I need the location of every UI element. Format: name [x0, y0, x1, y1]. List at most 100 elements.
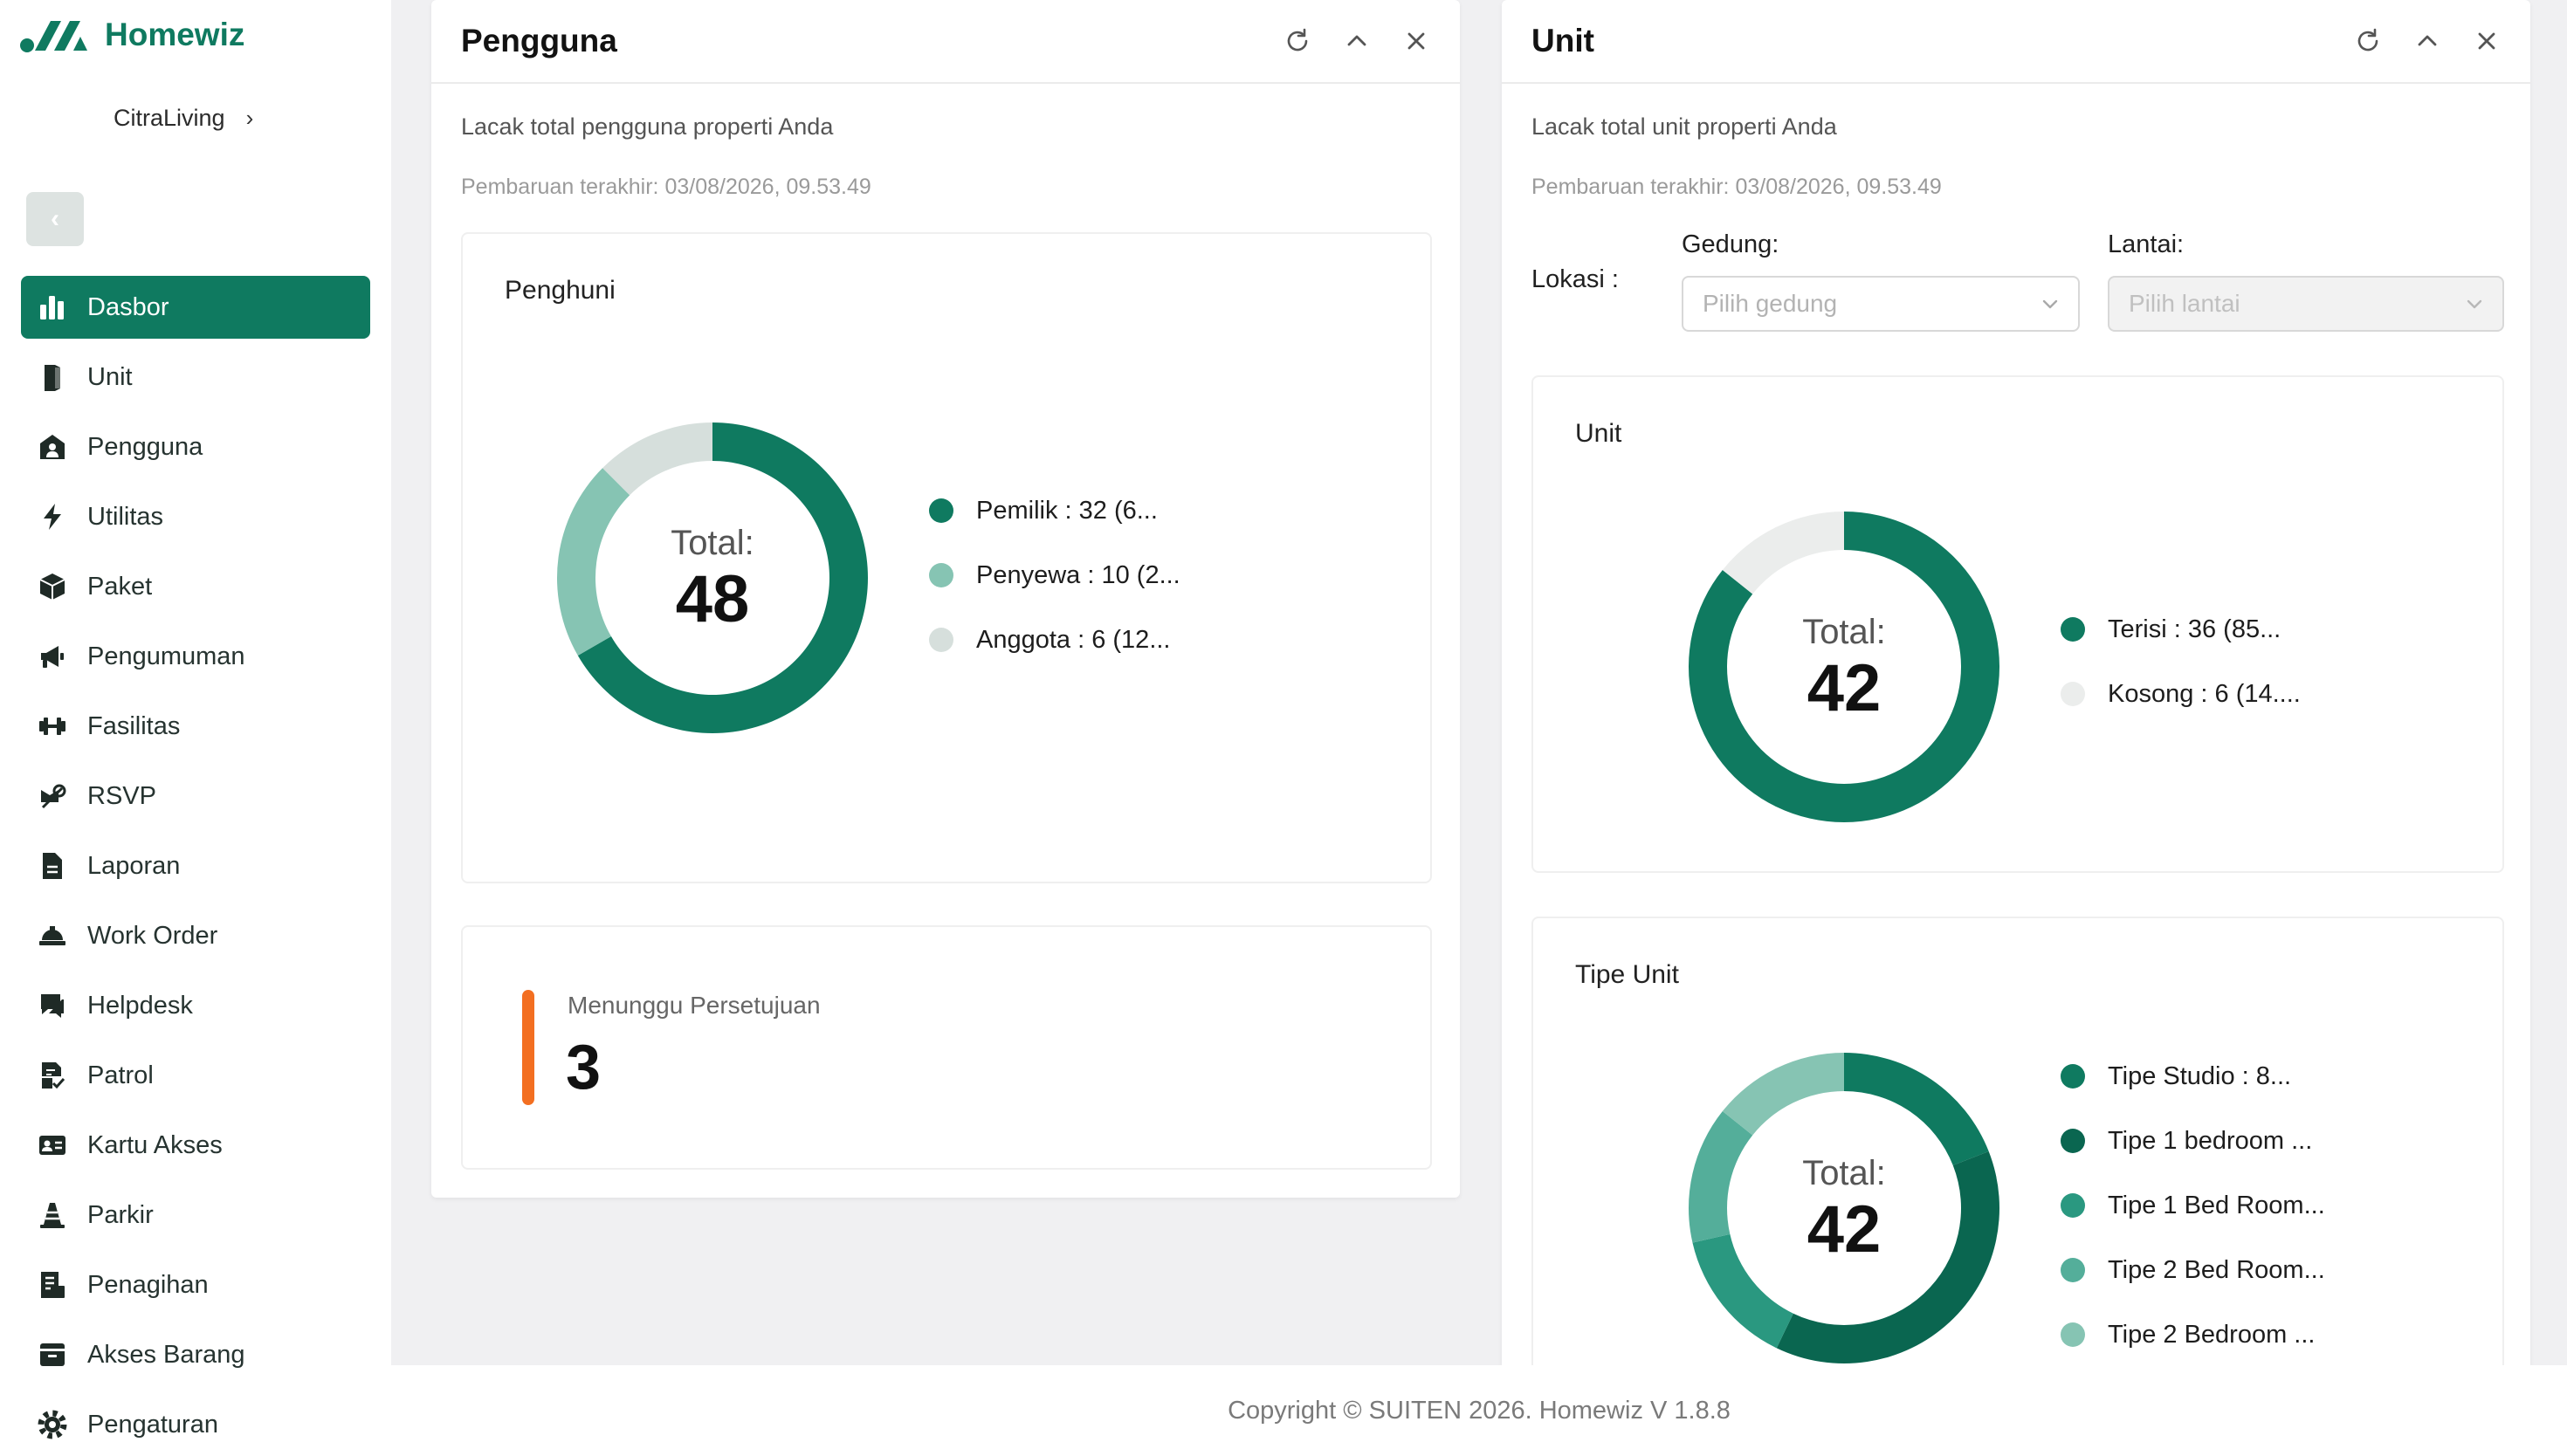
sidebar-item-work-order[interactable]: Work Order [21, 904, 370, 967]
legend-item[interactable]: Penyewa : 10 (2... [929, 543, 1180, 608]
lantai-select[interactable]: Pilih lantai [2108, 276, 2504, 332]
sidebar-item-label: Pengguna [87, 432, 203, 461]
legend-dot [929, 498, 953, 523]
sidebar-item-label: Pengumuman [87, 642, 245, 670]
donut-slice-tipe-studio[interactable] [1844, 1053, 1989, 1166]
chevron-down-icon [2467, 299, 2482, 309]
unit-last-updated: Pembaruan terakhir: 03/08/2026, 09.53.49 [1531, 175, 1942, 199]
copyright-text: Copyright © SUITEN 2026. Homewiz V 1.8.8 [1228, 1396, 1731, 1425]
legend-label: Anggota : 6 (12... [976, 625, 1171, 654]
legend-item[interactable]: Tipe 1 bedroom ... [2061, 1109, 2325, 1173]
lantai-label: Lantai: [2108, 230, 2185, 258]
chevron-up-icon[interactable] [1343, 27, 1371, 55]
legend-item[interactable]: Pemilik : 32 (6... [929, 478, 1180, 543]
unit-total-value: 42 [1807, 650, 1882, 725]
penghuni-total-value: 48 [675, 561, 750, 636]
sidebar-item-utilitas[interactable]: Utilitas [21, 485, 370, 548]
document-icon [35, 848, 70, 883]
close-icon[interactable] [2473, 27, 2501, 55]
tipe-unit-chart-panel: Tipe Unit Total: 42 Tipe Studio : 8... Ti… [1531, 917, 2504, 1440]
pending-approval-panel[interactable]: Menunggu Persetujuan 3 [461, 925, 1432, 1170]
sidebar-item-label: Fasilitas [87, 711, 181, 740]
refresh-icon[interactable] [2354, 27, 2382, 55]
sidebar-item-pengaturan[interactable]: Pengaturan [21, 1393, 370, 1456]
sidebar-item-dasbor[interactable]: Dasbor [21, 276, 370, 339]
sidebar-item-fasilitas[interactable]: Fasilitas [21, 695, 370, 758]
legend-item[interactable]: Tipe 2 Bedroom ... [2061, 1302, 2325, 1367]
logo[interactable]: Homewiz [19, 16, 244, 54]
sidebar-item-patrol[interactable]: Patrol [21, 1044, 370, 1107]
legend-dot [2061, 682, 2085, 706]
pengguna-card: Pengguna Lacak total pengguna properti A… [431, 0, 1460, 1198]
collapse-sidebar-button[interactable]: ‹ [26, 192, 84, 246]
legend-dot [2061, 1129, 2085, 1153]
sidebar-item-unit[interactable]: Unit [21, 346, 370, 409]
sidebar-item-label: Unit [87, 362, 133, 391]
sidebar-item-laporan[interactable]: Laporan [21, 834, 370, 897]
penghuni-donut-svg [557, 422, 868, 733]
legend-label: Tipe 2 Bed Room... [2108, 1255, 2325, 1284]
sidebar-item-label: Helpdesk [87, 991, 193, 1020]
legend-label: Pemilik : 32 (6... [976, 496, 1158, 525]
chevron-down-icon [2042, 299, 2058, 309]
sidebar-item-label: Utilitas [87, 502, 164, 531]
donut-slice-anggota[interactable] [602, 422, 712, 496]
gedung-select-placeholder: Pilih gedung [1703, 290, 1838, 317]
donut-slice-tipe-2-bed-room[interactable] [1689, 1111, 1753, 1243]
chevron-right-icon: › [245, 105, 254, 131]
chat-icon [35, 988, 70, 1023]
sidebar-item-akses-barang[interactable]: Akses Barang [21, 1323, 370, 1386]
penghuni-donut: Total: 48 [555, 421, 870, 735]
legend-label: Tipe 1 Bed Room... [2108, 1191, 2325, 1219]
donut-slice-tipe-1-bed-room[interactable] [1692, 1233, 1793, 1349]
sidebar-item-label: Pengaturan [87, 1410, 218, 1439]
footer: Copyright © SUITEN 2026. Homewiz V 1.8.8 [391, 1365, 2567, 1456]
sidebar-item-label: Parkir [87, 1200, 154, 1229]
donut-slice-penyewa[interactable] [557, 468, 630, 656]
unit-card: Unit Lacak total unit properti Anda Pemb… [1502, 0, 2530, 1440]
door-icon [35, 360, 70, 395]
org-selector[interactable]: CitraLiving › [114, 105, 253, 132]
sidebar-item-pengguna[interactable]: Pengguna [21, 416, 370, 478]
legend-dot [2061, 1258, 2085, 1282]
penghuni-chart-panel: Penghuni Total: 48 Pemilik : 32 (6... Pen… [461, 232, 1432, 883]
sidebar-item-helpdesk[interactable]: Helpdesk [21, 974, 370, 1037]
legend-dot [2061, 1193, 2085, 1218]
tipe-unit-donut: Total: 42 [1687, 1051, 2001, 1365]
legend-item[interactable]: Anggota : 6 (12... [929, 608, 1180, 672]
chevron-up-icon[interactable] [2413, 27, 2441, 55]
unit-chart-title: Unit [1575, 419, 1622, 448]
home-user-icon [35, 429, 70, 464]
sidebar-item-kartu-akses[interactable]: Kartu Akses [21, 1114, 370, 1177]
dumbbell-icon [35, 709, 70, 744]
legend-dot [2061, 1064, 2085, 1089]
sidebar-item-pengumuman[interactable]: Pengumuman [21, 625, 370, 688]
legend-item[interactable]: Tipe Studio : 8... [2061, 1044, 2325, 1109]
tipe-unit-legend: Tipe Studio : 8... Tipe 1 bedroom ... Tipe… [2061, 1044, 2325, 1367]
donut-slice-kosong[interactable] [1722, 512, 1844, 594]
tipe-unit-donut-svg [1689, 1053, 1999, 1363]
legend-label: Tipe 1 bedroom ... [2108, 1126, 2313, 1155]
legend-item[interactable]: Tipe 1 Bed Room... [2061, 1173, 2325, 1238]
rsvp-icon [35, 779, 70, 814]
sidebar-item-penagihan[interactable]: Penagihan [21, 1253, 370, 1316]
sidebar-item-parkir[interactable]: Parkir [21, 1184, 370, 1247]
sidebar-item-rsvp[interactable]: RSVP [21, 765, 370, 828]
close-icon[interactable] [1402, 27, 1430, 55]
gedung-select[interactable]: Pilih gedung [1682, 276, 2080, 332]
legend-dot [2061, 1322, 2085, 1347]
bolt-icon [35, 499, 70, 534]
legend-item[interactable]: Kosong : 6 (14.... [2061, 662, 2301, 726]
traffic-cone-icon [35, 1198, 70, 1233]
refresh-icon[interactable] [1284, 27, 1311, 55]
sidebar-item-paket[interactable]: Paket [21, 555, 370, 618]
sidebar-item-label: Laporan [87, 851, 181, 880]
sidebar-item-label: Penagihan [87, 1270, 209, 1299]
donut-slice-tipe-2-bedroom[interactable] [1722, 1053, 1844, 1136]
sidebar-item-label: RSVP [87, 781, 156, 810]
unit-card-title: Unit [1531, 23, 1594, 58]
package-icon [35, 569, 70, 604]
donut-slice-tipe-1-bedroom[interactable] [1776, 1150, 1999, 1363]
legend-item[interactable]: Tipe 2 Bed Room... [2061, 1238, 2325, 1302]
legend-item[interactable]: Terisi : 36 (85... [2061, 597, 2301, 662]
